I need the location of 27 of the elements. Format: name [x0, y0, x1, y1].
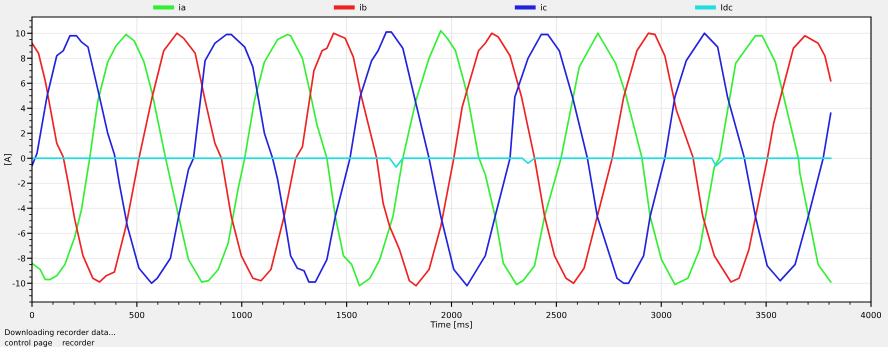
y-tick-label: 0: [20, 155, 26, 162]
legend-label: ia: [179, 4, 186, 10]
x-tick-label: 2500: [546, 312, 566, 318]
line-series: [32, 157, 832, 168]
x-tick-label: 1000: [232, 312, 252, 318]
y-axis-title: [A]: [4, 154, 12, 165]
x-tick-label: 0: [30, 312, 34, 318]
y-tick-label: 4: [20, 105, 26, 112]
x-tick-label: 2000: [442, 312, 462, 318]
y-tick-label: -10: [12, 280, 26, 287]
x-tick-label: 1500: [336, 312, 357, 318]
x-tick-label: 4000: [860, 312, 882, 318]
x-tick-label: 500: [130, 312, 144, 318]
x-tick-label: 3000: [651, 312, 672, 318]
y-tick-label: 8: [21, 55, 26, 62]
x-tick-label: 3500: [756, 312, 776, 318]
legend-label: Idc: [721, 4, 732, 10]
legend-label: ib: [360, 4, 366, 10]
x-axis-title: Time [ms]: [430, 321, 472, 329]
y-tick-label: 6: [21, 80, 26, 87]
legend-label: ic: [541, 4, 547, 10]
y-tick-label: 2: [21, 130, 25, 136]
y-tick-label: -8: [18, 255, 26, 262]
y-tick-label: -2: [18, 180, 25, 186]
y-tick-label: 10: [16, 30, 26, 37]
y-tick-label: -4: [18, 205, 26, 212]
y-tick-label: -6: [18, 230, 26, 237]
